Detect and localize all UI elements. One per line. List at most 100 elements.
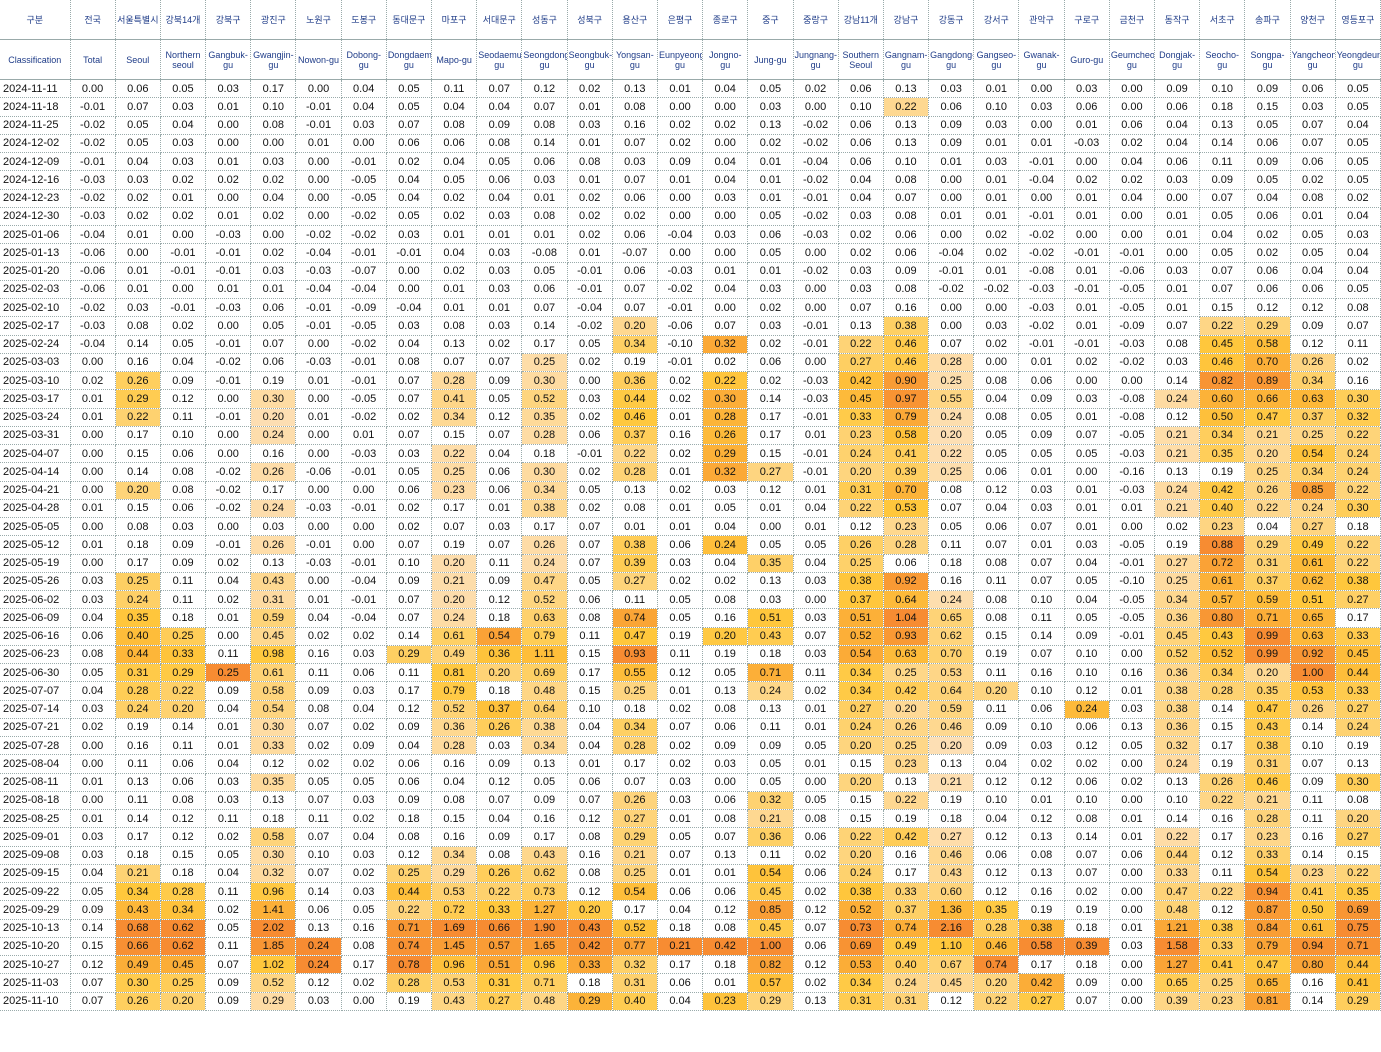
value-cell: 1.58 <box>1154 937 1201 957</box>
value-cell: 0.07 <box>657 718 704 738</box>
value-cell: 0.05 <box>1290 225 1336 245</box>
value-cell: 0.06 <box>973 846 1020 865</box>
value-cell: 0.03 <box>476 207 523 227</box>
value-cell: 0.15 <box>1335 846 1381 865</box>
value-cell: 0.00 <box>1109 973 1156 993</box>
value-cell: 0.04 <box>386 335 433 354</box>
value-cell: -0.01 <box>567 444 613 464</box>
value-cell: 0.22 <box>883 791 930 811</box>
value-cell: 0.06 <box>1244 134 1291 154</box>
value-cell: 0.02 <box>657 754 704 774</box>
value-cell: 0.06 <box>702 718 749 738</box>
value-cell: 0.22 <box>1199 791 1246 811</box>
data-row: 2024-12-16 -0.03 0.03 0.02 0.02 0.02 0.00 -0.05… <box>0 170 1381 190</box>
value-cell: 0.00 <box>928 189 975 208</box>
data-row: 2025-06-09 0.04 0.35 0.18 0.01 0.59 0.04 -0.04 0… <box>0 608 1381 628</box>
value-cell: 0.09 <box>973 736 1020 756</box>
value-cell: 0.27 <box>1154 554 1201 573</box>
value-cell: 0.08 <box>567 827 613 847</box>
value-cell: 0.28 <box>612 736 658 756</box>
value-cell: 0.57 <box>747 973 794 993</box>
date-cell: 2025-10-27 <box>0 955 71 975</box>
value-cell: 0.20 <box>838 462 884 482</box>
value-cell: 0.21 <box>928 773 975 792</box>
value-cell: 0.10 <box>1064 791 1110 811</box>
value-cell: 0.22 <box>883 97 930 117</box>
value-cell: 0.00 <box>1064 371 1110 391</box>
date-cell: 2025-10-13 <box>0 919 71 938</box>
data-row: 2025-08-04 0.00 0.11 0.06 0.04 0.12 0.02 0.02 0.… <box>0 754 1381 774</box>
data-row: 2025-07-14 0.03 0.24 0.20 0.04 0.54 0.08 0.04 0.… <box>0 700 1381 719</box>
value-cell: 0.00 <box>702 298 749 318</box>
value-cell: 0.32 <box>1335 408 1381 427</box>
value-cell: -0.08 <box>521 243 568 263</box>
value-cell: 0.12 <box>476 408 523 427</box>
value-cell: 0.00 <box>1109 992 1156 1011</box>
value-cell: 0.03 <box>1335 225 1381 245</box>
value-cell: 0.07 <box>612 298 658 318</box>
value-cell: 0.04 <box>702 79 749 99</box>
column-header-korean: 영등포구 <box>1335 0 1381 40</box>
value-cell: 0.38 <box>1154 700 1201 719</box>
value-cell: 0.07 <box>567 554 613 573</box>
value-cell: 0.06 <box>476 170 523 190</box>
value-cell: 0.25 <box>612 681 658 701</box>
column-header-english: Seongbuk-gu <box>567 39 613 80</box>
value-cell: 0.15 <box>115 499 161 519</box>
value-cell: 0.04 <box>657 992 704 1011</box>
value-cell: 0.04 <box>838 189 884 208</box>
value-cell: 0.17 <box>115 827 161 847</box>
value-cell: 0.38 <box>612 535 658 555</box>
value-cell: 0.20 <box>476 663 523 683</box>
value-cell: 0.02 <box>793 79 839 99</box>
value-cell: 0.22 <box>115 408 161 427</box>
value-cell: 0.03 <box>567 389 613 409</box>
value-cell: -0.06 <box>295 462 342 482</box>
value-cell: 0.34 <box>612 718 658 738</box>
value-cell: 0.01 <box>1109 681 1156 701</box>
value-cell: 0.06 <box>160 444 207 464</box>
value-cell: 0.52 <box>612 919 658 938</box>
value-cell: 0.05 <box>295 773 342 792</box>
value-cell: 0.36 <box>1154 608 1201 628</box>
value-cell: 0.45 <box>838 389 884 409</box>
column-header-english: Southern Seoul <box>838 39 884 80</box>
value-cell: 0.13 <box>883 773 930 792</box>
column-header-english: Yongsan-gu <box>612 39 658 80</box>
value-cell: 0.15 <box>838 791 884 811</box>
value-cell: 0.46 <box>883 335 930 354</box>
column-header-english: Total <box>70 39 116 80</box>
value-cell: 0.19 <box>973 645 1020 665</box>
value-cell: 0.11 <box>476 554 523 573</box>
value-cell: 0.07 <box>115 97 161 117</box>
value-cell: 0.00 <box>1109 791 1156 811</box>
value-cell: -0.01 <box>567 262 613 281</box>
value-cell: 0.17 <box>521 517 568 537</box>
value-cell: 0.06 <box>612 225 658 245</box>
value-cell: 0.00 <box>1154 189 1201 208</box>
value-cell: 0.12 <box>747 481 794 500</box>
value-cell: 0.19 <box>657 627 704 646</box>
value-cell: 0.00 <box>1109 371 1156 391</box>
value-cell: 0.15 <box>747 444 794 464</box>
value-cell: 0.01 <box>1154 225 1201 245</box>
value-cell: 0.15 <box>567 681 613 701</box>
value-cell: 0.41 <box>431 389 478 409</box>
value-cell: -0.01 <box>793 462 839 482</box>
value-cell: 0.07 <box>521 298 568 318</box>
value-cell: 0.25 <box>115 572 161 592</box>
value-cell: 0.05 <box>702 663 749 683</box>
value-cell: -0.01 <box>1064 243 1110 263</box>
value-cell: 0.00 <box>1109 864 1156 884</box>
value-cell: 0.28 <box>883 535 930 555</box>
value-cell: 0.25 <box>205 663 252 683</box>
data-row: 2024-11-25 -0.02 0.05 0.04 0.00 0.08 -0.01 0.03… <box>0 116 1381 135</box>
data-row: 2025-07-21 0.02 0.19 0.14 0.01 0.30 0.07 0.02 0.… <box>0 718 1381 738</box>
value-cell: 0.04 <box>702 554 749 573</box>
value-cell: 0.01 <box>431 225 478 245</box>
date-cell: 2025-02-17 <box>0 316 71 336</box>
value-cell: 0.01 <box>1109 809 1156 829</box>
value-cell: 0.00 <box>1154 243 1201 263</box>
date-cell: 2025-06-09 <box>0 608 71 628</box>
value-cell: 0.00 <box>341 481 387 500</box>
